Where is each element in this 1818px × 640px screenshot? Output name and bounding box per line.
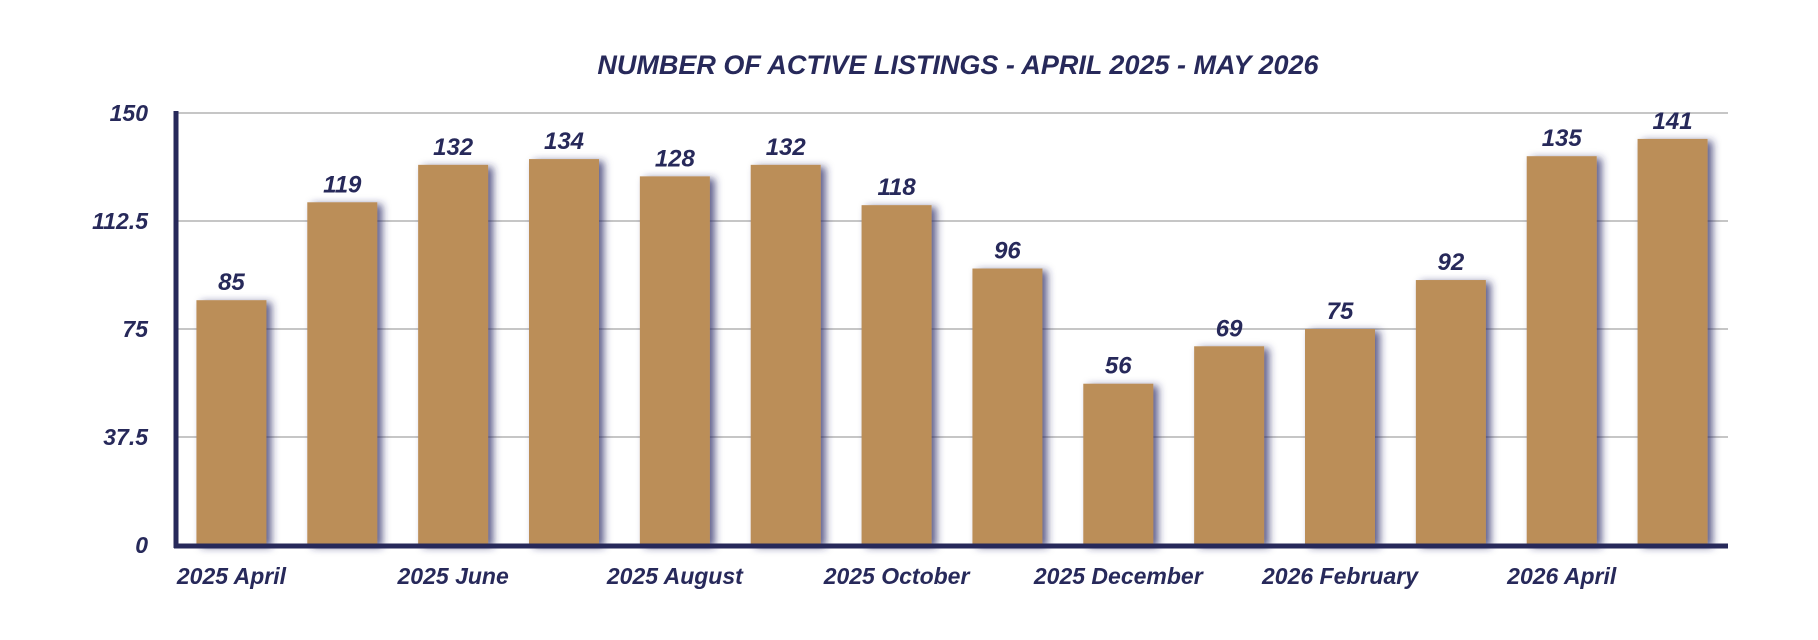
chart-title: NUMBER OF ACTIVE LISTINGS - APRIL 2025 -…: [597, 50, 1319, 80]
data-label: 118: [877, 174, 916, 201]
bar: [750, 164, 821, 545]
y-tick-label: 0: [135, 532, 148, 558]
y-tick-label: 150: [110, 100, 149, 126]
bar: [1083, 383, 1154, 545]
x-tick-label: 2025 August: [606, 563, 744, 589]
bar: [529, 159, 599, 545]
bar: [418, 164, 489, 545]
bar: [1526, 156, 1597, 545]
bar: [1415, 280, 1486, 545]
bar: [196, 300, 267, 545]
data-label: 132: [433, 134, 474, 161]
data-label: 119: [323, 171, 362, 198]
y-tick-label: 75: [122, 316, 149, 342]
x-tick-label: 2025 April: [176, 563, 287, 589]
data-label: 128: [655, 145, 696, 172]
x-tick-label: 2026 April: [1506, 563, 1617, 589]
x-tick-label: 2025 December: [1033, 563, 1204, 589]
x-axis-ticks: 2025 April 2025 June 2025 August 2025 Octob…: [176, 563, 1617, 589]
data-label: 75: [1327, 298, 1354, 325]
data-labels: 85 119 132 134 128 132 118 96 56 69 75 92 135 141: [218, 108, 1693, 380]
x-tick-label: 2025 October: [823, 563, 971, 589]
data-label: 69: [1216, 315, 1243, 342]
x-tick-label: 2026 February: [1261, 563, 1419, 589]
data-label: 134: [544, 128, 584, 155]
data-label: 135: [1542, 125, 1583, 152]
axes: [173, 111, 1728, 549]
y-tick-label: 37.5: [103, 424, 149, 450]
bar: [1194, 346, 1265, 545]
gridlines: [176, 112, 1728, 438]
data-label: 92: [1438, 249, 1465, 276]
y-axis-ticks: 0 37.5 75 112.5 150: [92, 100, 149, 558]
data-label: 141: [1653, 108, 1693, 135]
x-tick-label: 2025 June: [397, 563, 509, 589]
bar: [972, 268, 1043, 545]
bars: [196, 138, 1708, 546]
bar: [639, 176, 710, 546]
bar: [1305, 329, 1375, 545]
bar: [1637, 138, 1708, 546]
bar: [307, 202, 378, 545]
y-tick-label: 112.5: [92, 208, 149, 234]
bar: [861, 205, 932, 545]
data-label: 56: [1105, 353, 1132, 380]
data-label: 85: [218, 269, 245, 296]
data-label: 132: [766, 134, 807, 161]
data-label: 96: [994, 238, 1021, 265]
